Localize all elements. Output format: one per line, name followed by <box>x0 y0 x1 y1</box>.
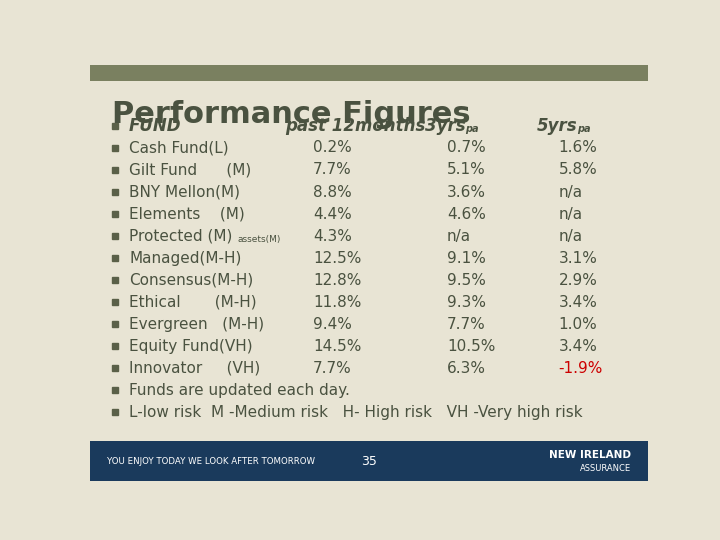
Text: 4.4%: 4.4% <box>313 207 352 221</box>
Text: 9.3%: 9.3% <box>447 295 486 310</box>
Text: 3yrs: 3yrs <box>425 117 465 135</box>
Text: n/a: n/a <box>559 207 583 221</box>
Text: Elements    (M): Elements (M) <box>129 207 245 221</box>
Text: 12.8%: 12.8% <box>313 273 361 288</box>
Text: 5.8%: 5.8% <box>559 163 598 178</box>
Text: Innovator     (VH): Innovator (VH) <box>129 361 261 376</box>
Text: ASSURANCE: ASSURANCE <box>580 464 631 472</box>
Text: 3.1%: 3.1% <box>559 251 598 266</box>
Text: 0.2%: 0.2% <box>313 140 352 156</box>
Text: 12.5%: 12.5% <box>313 251 361 266</box>
Text: 14.5%: 14.5% <box>313 339 361 354</box>
Text: pa: pa <box>577 124 590 134</box>
Text: 7.7%: 7.7% <box>313 163 352 178</box>
Text: 11.8%: 11.8% <box>313 295 361 310</box>
Text: assets(M): assets(M) <box>238 234 282 244</box>
FancyBboxPatch shape <box>90 65 648 82</box>
Text: Gilt Fund      (M): Gilt Fund (M) <box>129 163 251 178</box>
Text: 35: 35 <box>361 455 377 468</box>
Text: FUND: FUND <box>129 117 181 135</box>
Text: Managed(M-H): Managed(M-H) <box>129 251 241 266</box>
Text: 1.6%: 1.6% <box>559 140 598 156</box>
Text: 3.4%: 3.4% <box>559 339 598 354</box>
Text: n/a: n/a <box>559 185 583 200</box>
Text: 1.0%: 1.0% <box>559 317 598 332</box>
Text: 7.7%: 7.7% <box>447 317 486 332</box>
Text: Funds are updated each day.: Funds are updated each day. <box>129 383 350 398</box>
Text: 2.9%: 2.9% <box>559 273 598 288</box>
Text: Evergreen   (M-H): Evergreen (M-H) <box>129 317 264 332</box>
Text: Performance Figures: Performance Figures <box>112 100 471 129</box>
Text: 0.7%: 0.7% <box>447 140 486 156</box>
Text: 4.3%: 4.3% <box>313 228 352 244</box>
Text: 9.5%: 9.5% <box>447 273 486 288</box>
Text: 9.1%: 9.1% <box>447 251 486 266</box>
Text: 5.1%: 5.1% <box>447 163 486 178</box>
Text: NEW IRELAND: NEW IRELAND <box>549 450 631 460</box>
Text: Cash Fund(L): Cash Fund(L) <box>129 140 229 156</box>
Text: L-low risk  M -Medium risk   H- High risk   VH -Very high risk: L-low risk M -Medium risk H- High risk V… <box>129 405 582 420</box>
Text: 10.5%: 10.5% <box>447 339 495 354</box>
Text: pa: pa <box>466 124 479 134</box>
Text: 3.6%: 3.6% <box>447 185 486 200</box>
Text: YOU ENJOY TODAY WE LOOK AFTER TOMORROW: YOU ENJOY TODAY WE LOOK AFTER TOMORROW <box>107 456 315 465</box>
Text: 6.3%: 6.3% <box>447 361 486 376</box>
Text: BNY Mellon(M): BNY Mellon(M) <box>129 185 240 200</box>
Text: Equity Fund(VH): Equity Fund(VH) <box>129 339 253 354</box>
Text: 4.6%: 4.6% <box>447 207 486 221</box>
FancyBboxPatch shape <box>90 441 648 481</box>
Text: -1.9%: -1.9% <box>559 361 603 376</box>
Text: Consensus(M-H): Consensus(M-H) <box>129 273 253 288</box>
Text: n/a: n/a <box>447 228 472 244</box>
Text: n/a: n/a <box>559 228 583 244</box>
Text: Protected (M): Protected (M) <box>129 228 233 244</box>
Text: 8.8%: 8.8% <box>313 185 352 200</box>
Text: 5yrs: 5yrs <box>536 117 577 135</box>
Text: 7.7%: 7.7% <box>313 361 352 376</box>
Text: Ethical       (M-H): Ethical (M-H) <box>129 295 257 310</box>
Text: 3.4%: 3.4% <box>559 295 598 310</box>
Text: 9.4%: 9.4% <box>313 317 352 332</box>
Text: past 12months: past 12months <box>285 117 426 135</box>
